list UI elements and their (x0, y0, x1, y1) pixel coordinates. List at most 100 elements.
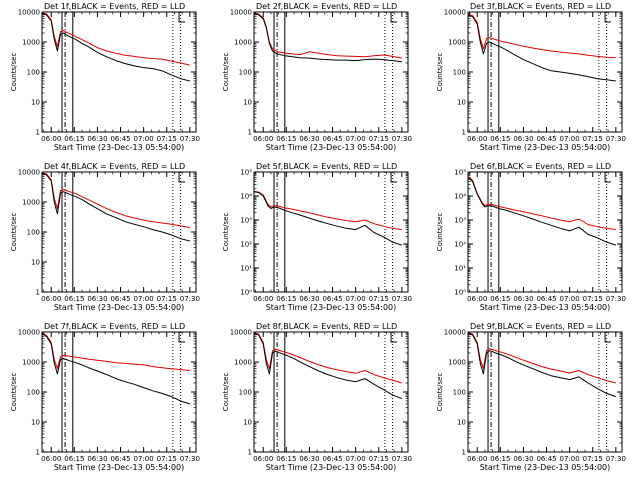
top-bracket-marker (604, 172, 612, 183)
detector-panel-3: Det 3f,BLACK = Events, RED = LLD 1 10 100 10… (436, 2, 626, 152)
y-tick-label: 10 (457, 99, 466, 107)
detector-panel-4: Det 4f,BLACK = Events, RED = LLD 1 10 100 10… (10, 162, 200, 312)
y-tick-label: 100 (27, 229, 40, 237)
x-tick-label: 07:30 (606, 455, 626, 463)
x-tick-label: 06:45 (322, 295, 342, 303)
x-tick-label: 06:45 (536, 135, 556, 143)
panel-title: Det 6f,BLACK = Events, RED = LLD (470, 162, 611, 171)
y-tick-label: 100 (27, 69, 40, 77)
detector-panel-6: Det 6f,BLACK = Events, RED = LLD 10⁰ 10¹ 10… (436, 162, 626, 312)
x-tick-label: 06:00 (253, 295, 273, 303)
x-tick-label: 06:15 (490, 135, 510, 143)
x-tick-label: 06:30 (513, 455, 533, 463)
x-axis-label: Start Time (23-Dec-13 05:54:00) (54, 303, 185, 312)
y-tick-label: 1000 (22, 199, 40, 207)
x-tick-label: 07:30 (606, 295, 626, 303)
y-tick-label: 10 (31, 99, 40, 107)
y-tick-label: 10¹ (240, 265, 252, 273)
panel-title: Det 7f,BLACK = Events, RED = LLD (44, 322, 185, 331)
y-tick-label: 10 (31, 259, 40, 267)
events-series-line (254, 332, 402, 400)
y-tick-label: 10³ (240, 217, 252, 225)
events-series-line (42, 12, 190, 82)
y-tick-label: 1000 (22, 39, 40, 47)
x-tick-label: 06:45 (322, 135, 342, 143)
y-tick-label: 10⁵ (454, 169, 466, 177)
events-series-line (468, 14, 616, 82)
lld-series-line (468, 176, 616, 231)
x-tick-label: 07:30 (180, 135, 200, 143)
top-bracket-marker (604, 12, 612, 23)
y-tick-label: 10⁴ (240, 193, 252, 201)
x-tick-label: 06:00 (467, 135, 487, 143)
lld-series-line (254, 190, 402, 231)
x-tick-label: 07:00 (346, 455, 366, 463)
x-tick-label: 06:00 (467, 295, 487, 303)
top-bracket-marker (178, 172, 186, 183)
y-tick-label: 10000 (230, 9, 252, 17)
x-tick-label: 06:15 (276, 295, 296, 303)
y-tick-label: 1 (248, 129, 252, 137)
x-tick-label: 06:30 (299, 135, 319, 143)
panel-title: Det 4f,BLACK = Events, RED = LLD (44, 162, 185, 171)
y-tick-label: 10000 (18, 9, 40, 17)
x-tick-label: 06:30 (87, 455, 107, 463)
x-tick-label: 07:15 (157, 455, 177, 463)
detector-panel-8: Det 8f,BLACK = Events, RED = LLD 1 10 100 10… (222, 322, 412, 472)
y-tick-label: 100 (453, 389, 466, 397)
x-tick-label: 06:30 (87, 135, 107, 143)
x-tick-label: 06:15 (490, 455, 510, 463)
plot-frame (253, 171, 409, 293)
events-series-line (42, 172, 190, 242)
events-series-line (42, 332, 190, 405)
y-tick-label: 10³ (454, 217, 466, 225)
y-tick-label: 1 (36, 129, 40, 137)
x-tick-label: 06:15 (276, 455, 296, 463)
x-tick-label: 06:00 (41, 135, 61, 143)
x-tick-label: 06:00 (253, 135, 273, 143)
x-tick-label: 06:15 (276, 135, 296, 143)
panel-title: Det 5f,BLACK = Events, RED = LLD (256, 162, 397, 171)
y-tick-label: 100 (27, 389, 40, 397)
top-bracket-marker (390, 12, 398, 23)
y-axis-label: Counts/sec (10, 53, 18, 92)
y-tick-label: 10⁰ (240, 289, 252, 297)
x-tick-label: 07:15 (583, 455, 603, 463)
detector-panel-2: Det 2f,BLACK = Events, RED = LLD 1 10 100 10… (222, 2, 412, 152)
x-axis-label: Start Time (23-Dec-13 05:54:00) (54, 143, 185, 152)
y-tick-label: 100 (453, 69, 466, 77)
x-tick-label: 06:45 (110, 455, 130, 463)
detector-panel-5: Det 5f,BLACK = Events, RED = LLD 10⁰ 10¹ 10… (222, 162, 412, 312)
x-tick-label: 07:00 (346, 295, 366, 303)
x-tick-label: 07:30 (392, 455, 412, 463)
x-tick-label: 07:00 (134, 135, 154, 143)
y-axis-label: Counts/sec (222, 213, 230, 252)
x-tick-label: 06:00 (41, 455, 61, 463)
y-tick-label: 10² (454, 241, 466, 249)
x-tick-label: 06:30 (513, 135, 533, 143)
top-bracket-marker (390, 332, 398, 343)
plot-frame (467, 171, 623, 293)
x-tick-label: 07:30 (392, 135, 412, 143)
top-bracket-marker (390, 172, 398, 183)
top-bracket-marker (178, 12, 186, 23)
x-tick-label: 07:00 (346, 135, 366, 143)
x-tick-label: 07:15 (369, 295, 389, 303)
x-tick-label: 07:00 (560, 455, 580, 463)
top-bracket-marker (178, 332, 186, 343)
x-tick-label: 07:15 (583, 295, 603, 303)
x-axis-label: Start Time (23-Dec-13 05:54:00) (480, 463, 611, 472)
lld-series-line (42, 332, 190, 371)
x-tick-label: 07:00 (560, 135, 580, 143)
y-axis-label: Counts/sec (222, 373, 230, 412)
x-tick-label: 07:30 (180, 295, 200, 303)
x-tick-label: 07:30 (606, 135, 626, 143)
y-tick-label: 10¹ (454, 265, 466, 273)
y-axis-label: Counts/sec (436, 373, 444, 412)
y-tick-label: 1 (462, 449, 466, 457)
x-axis-label: Start Time (23-Dec-13 05:54:00) (266, 303, 397, 312)
x-axis-label: Start Time (23-Dec-13 05:54:00) (480, 303, 611, 312)
x-tick-label: 06:15 (64, 295, 84, 303)
y-tick-label: 1 (462, 129, 466, 137)
events-series-line (254, 12, 402, 63)
